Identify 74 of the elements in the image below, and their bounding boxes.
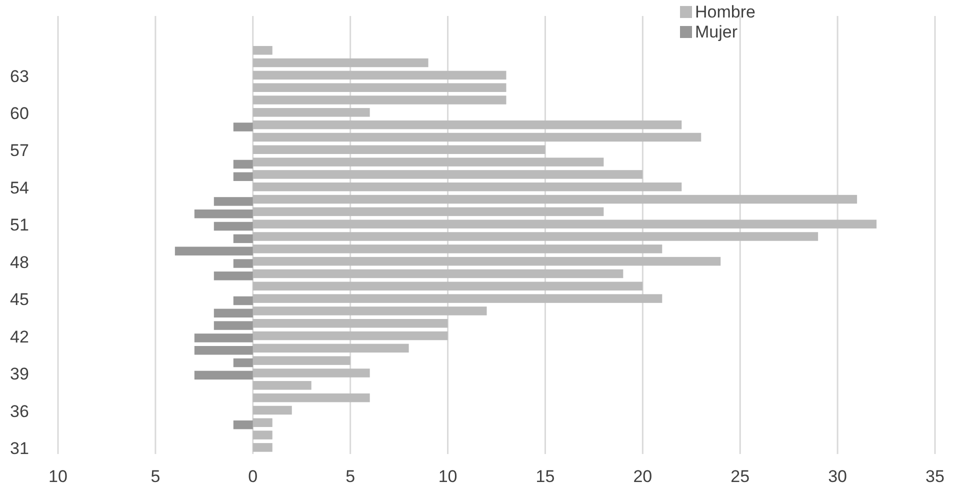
- bar: [252, 318, 448, 328]
- bar: [214, 272, 253, 280]
- bar: [252, 256, 721, 266]
- bar: [252, 356, 350, 365]
- bar: [252, 132, 702, 142]
- x-tick-label: 25: [730, 467, 750, 486]
- x-tick-label: 20: [633, 467, 652, 486]
- bar: [252, 46, 272, 55]
- bar: [252, 220, 877, 228]
- bar: [252, 294, 662, 303]
- bar: [233, 358, 253, 368]
- bar: [194, 346, 253, 355]
- bar: [174, 246, 253, 256]
- y-tick-label: 57: [10, 141, 29, 160]
- bar: [252, 368, 370, 378]
- bar: [252, 70, 506, 80]
- bar: [233, 420, 253, 430]
- y-tick-label: 63: [10, 66, 29, 86]
- bar: [252, 170, 643, 179]
- y-tick-label: 45: [10, 290, 29, 310]
- x-tick-label: 10: [48, 467, 68, 486]
- x-tick-label: 15: [536, 467, 555, 486]
- y-tick-label: 36: [10, 402, 29, 421]
- bar: [252, 393, 370, 402]
- y-tick-label: 54: [10, 178, 29, 198]
- bar: [252, 269, 624, 278]
- bar: [252, 182, 682, 192]
- bar: [252, 83, 506, 92]
- y-tick-label: 60: [10, 104, 29, 124]
- bar: [252, 108, 370, 117]
- bar: [252, 306, 487, 316]
- bar: [252, 244, 662, 254]
- bar: [233, 296, 253, 306]
- bar: [194, 210, 253, 218]
- bar: [252, 194, 858, 204]
- bar: [233, 234, 253, 244]
- bar: [252, 120, 682, 130]
- x-tick-label: 10: [438, 467, 458, 486]
- x-tick-label: 35: [926, 467, 944, 486]
- bar: [252, 430, 272, 440]
- y-tick-label: 39: [10, 364, 29, 384]
- x-tick-label: 0: [248, 467, 258, 486]
- bar: [214, 321, 253, 330]
- legend-label: Mujer: [695, 22, 738, 42]
- bar: [252, 207, 604, 216]
- bar: [252, 344, 409, 353]
- bar: [233, 122, 253, 132]
- bar: [233, 160, 253, 169]
- bar: [252, 145, 546, 154]
- legend-label: Hombre: [695, 2, 756, 22]
- y-tick-label: 31: [10, 439, 29, 458]
- bar: [194, 334, 253, 342]
- bar: [252, 331, 448, 340]
- bar: [252, 443, 272, 452]
- bar: [233, 172, 253, 182]
- bar: [252, 96, 506, 104]
- bar: [194, 370, 253, 380]
- x-tick-label: 5: [346, 467, 356, 486]
- y-tick-label: 51: [10, 216, 29, 235]
- bar: [214, 197, 253, 206]
- bar: [252, 406, 292, 415]
- bar: [252, 381, 312, 390]
- x-tick-label: 5: [150, 467, 160, 486]
- bar: [252, 232, 818, 241]
- bar: [252, 58, 428, 68]
- bar: [233, 259, 253, 268]
- x-tick-label: 30: [828, 467, 848, 486]
- y-tick-label: 48: [10, 252, 29, 272]
- bar: [214, 308, 253, 318]
- bar: [252, 282, 643, 290]
- y-tick-label: 42: [10, 327, 29, 346]
- bar: [252, 418, 272, 427]
- bar: [214, 222, 253, 231]
- bar: [252, 158, 604, 166]
